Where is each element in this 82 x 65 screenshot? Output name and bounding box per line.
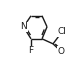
Text: O: O [58, 47, 65, 56]
Text: F: F [28, 46, 34, 55]
Text: N: N [20, 22, 27, 31]
Text: Cl: Cl [58, 27, 67, 36]
